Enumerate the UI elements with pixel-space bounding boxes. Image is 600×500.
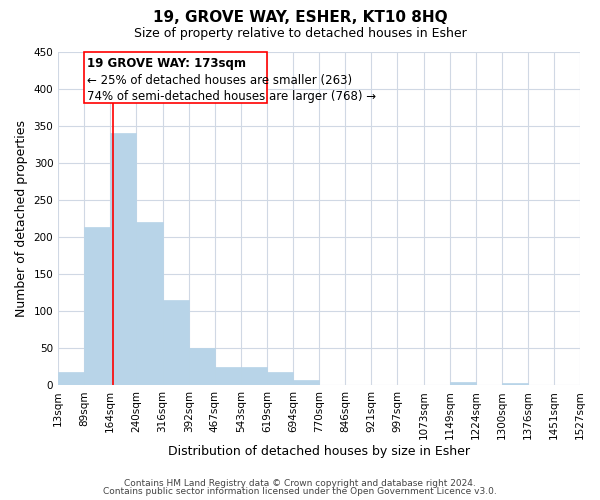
Text: Contains public sector information licensed under the Open Government Licence v3: Contains public sector information licen… (103, 487, 497, 496)
Text: 74% of semi-detached houses are larger (768) →: 74% of semi-detached houses are larger (… (87, 90, 376, 103)
Bar (136, 222, 163, 386)
Bar (85, 226, 110, 386)
Bar (293, 380, 319, 386)
Text: Contains HM Land Registry data © Crown copyright and database right 2024.: Contains HM Land Registry data © Crown c… (124, 478, 476, 488)
Bar (267, 372, 293, 386)
FancyBboxPatch shape (85, 52, 267, 104)
Text: ← 25% of detached houses are smaller (263): ← 25% of detached houses are smaller (26… (87, 74, 352, 87)
Bar (241, 367, 267, 386)
Text: 19, GROVE WAY, ESHER, KT10 8HQ: 19, GROVE WAY, ESHER, KT10 8HQ (152, 10, 448, 25)
Bar (450, 382, 476, 386)
Y-axis label: Number of detached properties: Number of detached properties (15, 120, 28, 317)
Text: Size of property relative to detached houses in Esher: Size of property relative to detached ho… (134, 28, 466, 40)
Bar (215, 367, 241, 386)
Text: 19 GROVE WAY: 173sqm: 19 GROVE WAY: 173sqm (87, 58, 246, 70)
Bar (502, 383, 528, 386)
X-axis label: Distribution of detached houses by size in Esher: Distribution of detached houses by size … (168, 444, 470, 458)
Bar (110, 133, 136, 386)
Bar (189, 348, 215, 386)
Bar (58, 372, 85, 386)
Bar (163, 300, 189, 386)
